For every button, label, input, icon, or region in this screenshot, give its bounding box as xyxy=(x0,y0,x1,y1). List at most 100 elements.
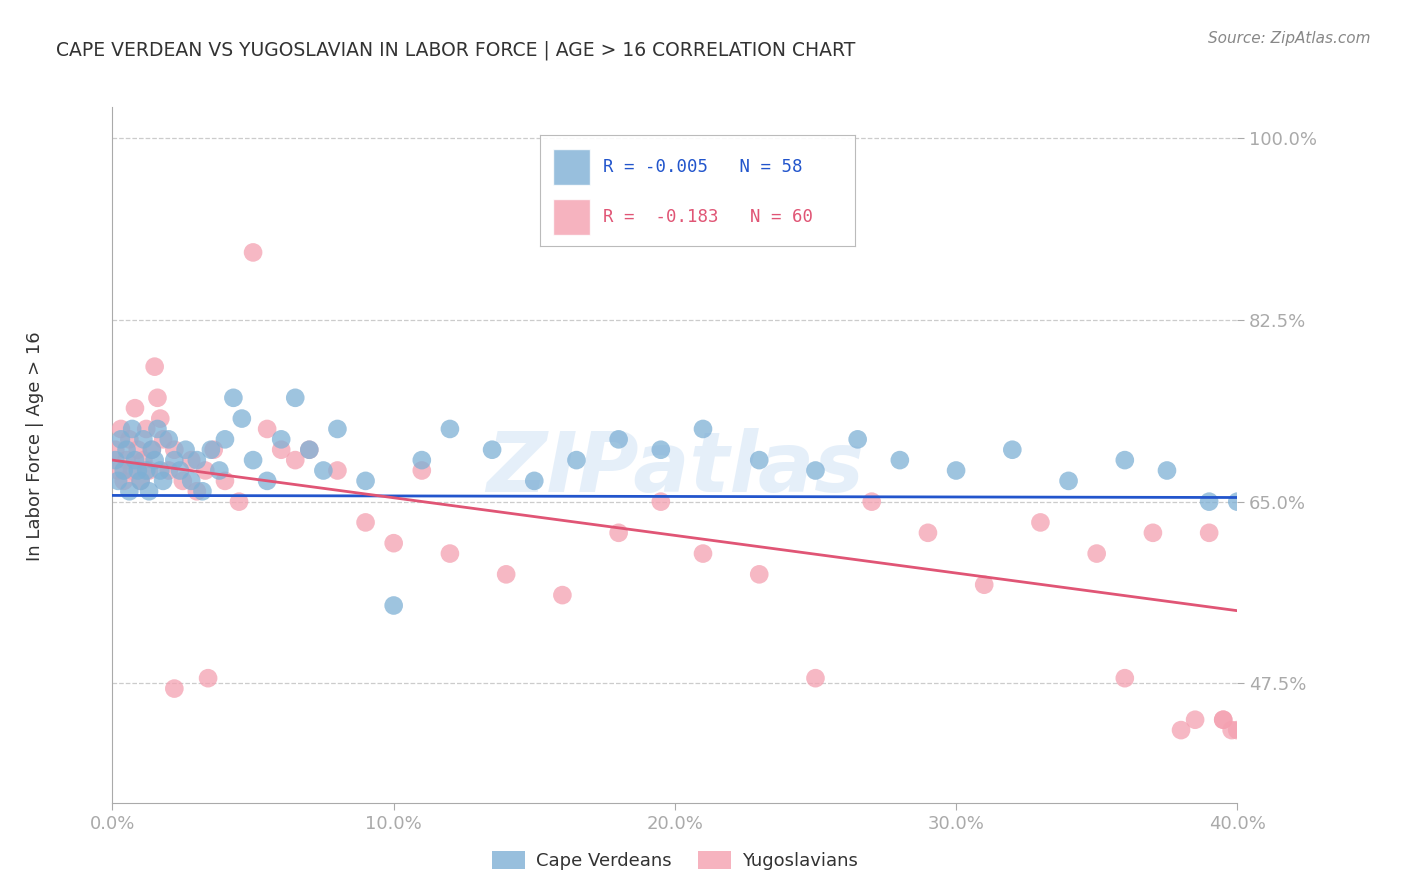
Point xyxy=(143,359,166,374)
Point xyxy=(1114,671,1136,685)
Point xyxy=(231,411,253,425)
Point xyxy=(804,463,827,477)
Point xyxy=(1142,525,1164,540)
Point xyxy=(1184,713,1206,727)
Point xyxy=(270,442,292,457)
Point xyxy=(152,433,174,447)
Point xyxy=(149,463,172,477)
Point xyxy=(138,463,160,477)
Point xyxy=(132,453,155,467)
Point xyxy=(124,401,146,416)
Point xyxy=(242,453,264,467)
Point xyxy=(208,463,231,477)
Point xyxy=(118,433,141,447)
Point xyxy=(141,442,163,457)
Point xyxy=(197,671,219,685)
Point xyxy=(222,391,245,405)
Point xyxy=(354,474,377,488)
Point xyxy=(200,442,222,457)
Point xyxy=(284,453,307,467)
Point xyxy=(194,463,217,477)
Point xyxy=(149,411,172,425)
Point xyxy=(228,494,250,508)
Point xyxy=(129,474,152,488)
Point xyxy=(191,484,214,499)
Point xyxy=(107,463,129,477)
Point xyxy=(298,442,321,457)
Point xyxy=(138,484,160,499)
Point xyxy=(118,484,141,499)
Point xyxy=(110,422,132,436)
Point xyxy=(242,245,264,260)
Point xyxy=(121,463,143,477)
Point xyxy=(439,422,461,436)
Point xyxy=(143,453,166,467)
Point xyxy=(889,453,911,467)
Point xyxy=(1220,723,1243,738)
Point xyxy=(565,453,588,467)
Point xyxy=(692,547,714,561)
Point xyxy=(110,433,132,447)
Point xyxy=(112,474,135,488)
Point xyxy=(650,442,672,457)
Point xyxy=(973,578,995,592)
Point xyxy=(551,588,574,602)
Point xyxy=(650,494,672,508)
Point xyxy=(124,453,146,467)
Point xyxy=(146,422,169,436)
Point xyxy=(354,516,377,530)
Point xyxy=(152,474,174,488)
Point xyxy=(174,442,197,457)
Point xyxy=(157,463,180,477)
Point xyxy=(127,442,149,457)
Point xyxy=(1114,453,1136,467)
Point xyxy=(326,463,349,477)
Point xyxy=(112,463,135,477)
Text: Source: ZipAtlas.com: Source: ZipAtlas.com xyxy=(1208,31,1371,46)
Point xyxy=(107,474,129,488)
Point xyxy=(692,422,714,436)
Point xyxy=(104,453,127,467)
Point xyxy=(945,463,967,477)
Point xyxy=(298,442,321,457)
Point xyxy=(146,391,169,405)
Point xyxy=(256,474,278,488)
Point xyxy=(1226,494,1249,508)
Point xyxy=(481,442,503,457)
Point xyxy=(804,671,827,685)
Point xyxy=(1085,547,1108,561)
Point xyxy=(411,463,433,477)
Point xyxy=(169,463,191,477)
Point xyxy=(607,433,630,447)
Point xyxy=(382,599,405,613)
Point xyxy=(284,391,307,405)
Point xyxy=(312,463,335,477)
Point xyxy=(1156,463,1178,477)
Text: CAPE VERDEAN VS YUGOSLAVIAN IN LABOR FORCE | AGE > 16 CORRELATION CHART: CAPE VERDEAN VS YUGOSLAVIAN IN LABOR FOR… xyxy=(56,40,856,60)
Point xyxy=(270,433,292,447)
Point xyxy=(326,422,349,436)
Point xyxy=(748,567,770,582)
Point xyxy=(439,547,461,561)
Point xyxy=(1212,713,1234,727)
Point xyxy=(256,422,278,436)
Point xyxy=(135,463,157,477)
Point xyxy=(607,525,630,540)
Point xyxy=(1057,474,1080,488)
Point xyxy=(127,463,149,477)
Point xyxy=(1198,494,1220,508)
Text: In Labor Force | Age > 16: In Labor Force | Age > 16 xyxy=(27,331,44,561)
Point xyxy=(121,422,143,436)
Point xyxy=(523,474,546,488)
Point xyxy=(135,422,157,436)
Point xyxy=(214,474,236,488)
Point xyxy=(180,453,202,467)
Point xyxy=(214,433,236,447)
Point xyxy=(180,474,202,488)
Point xyxy=(132,433,155,447)
Point xyxy=(860,494,883,508)
Point xyxy=(1001,442,1024,457)
Point xyxy=(115,442,138,457)
Point xyxy=(163,453,186,467)
Point xyxy=(172,474,194,488)
